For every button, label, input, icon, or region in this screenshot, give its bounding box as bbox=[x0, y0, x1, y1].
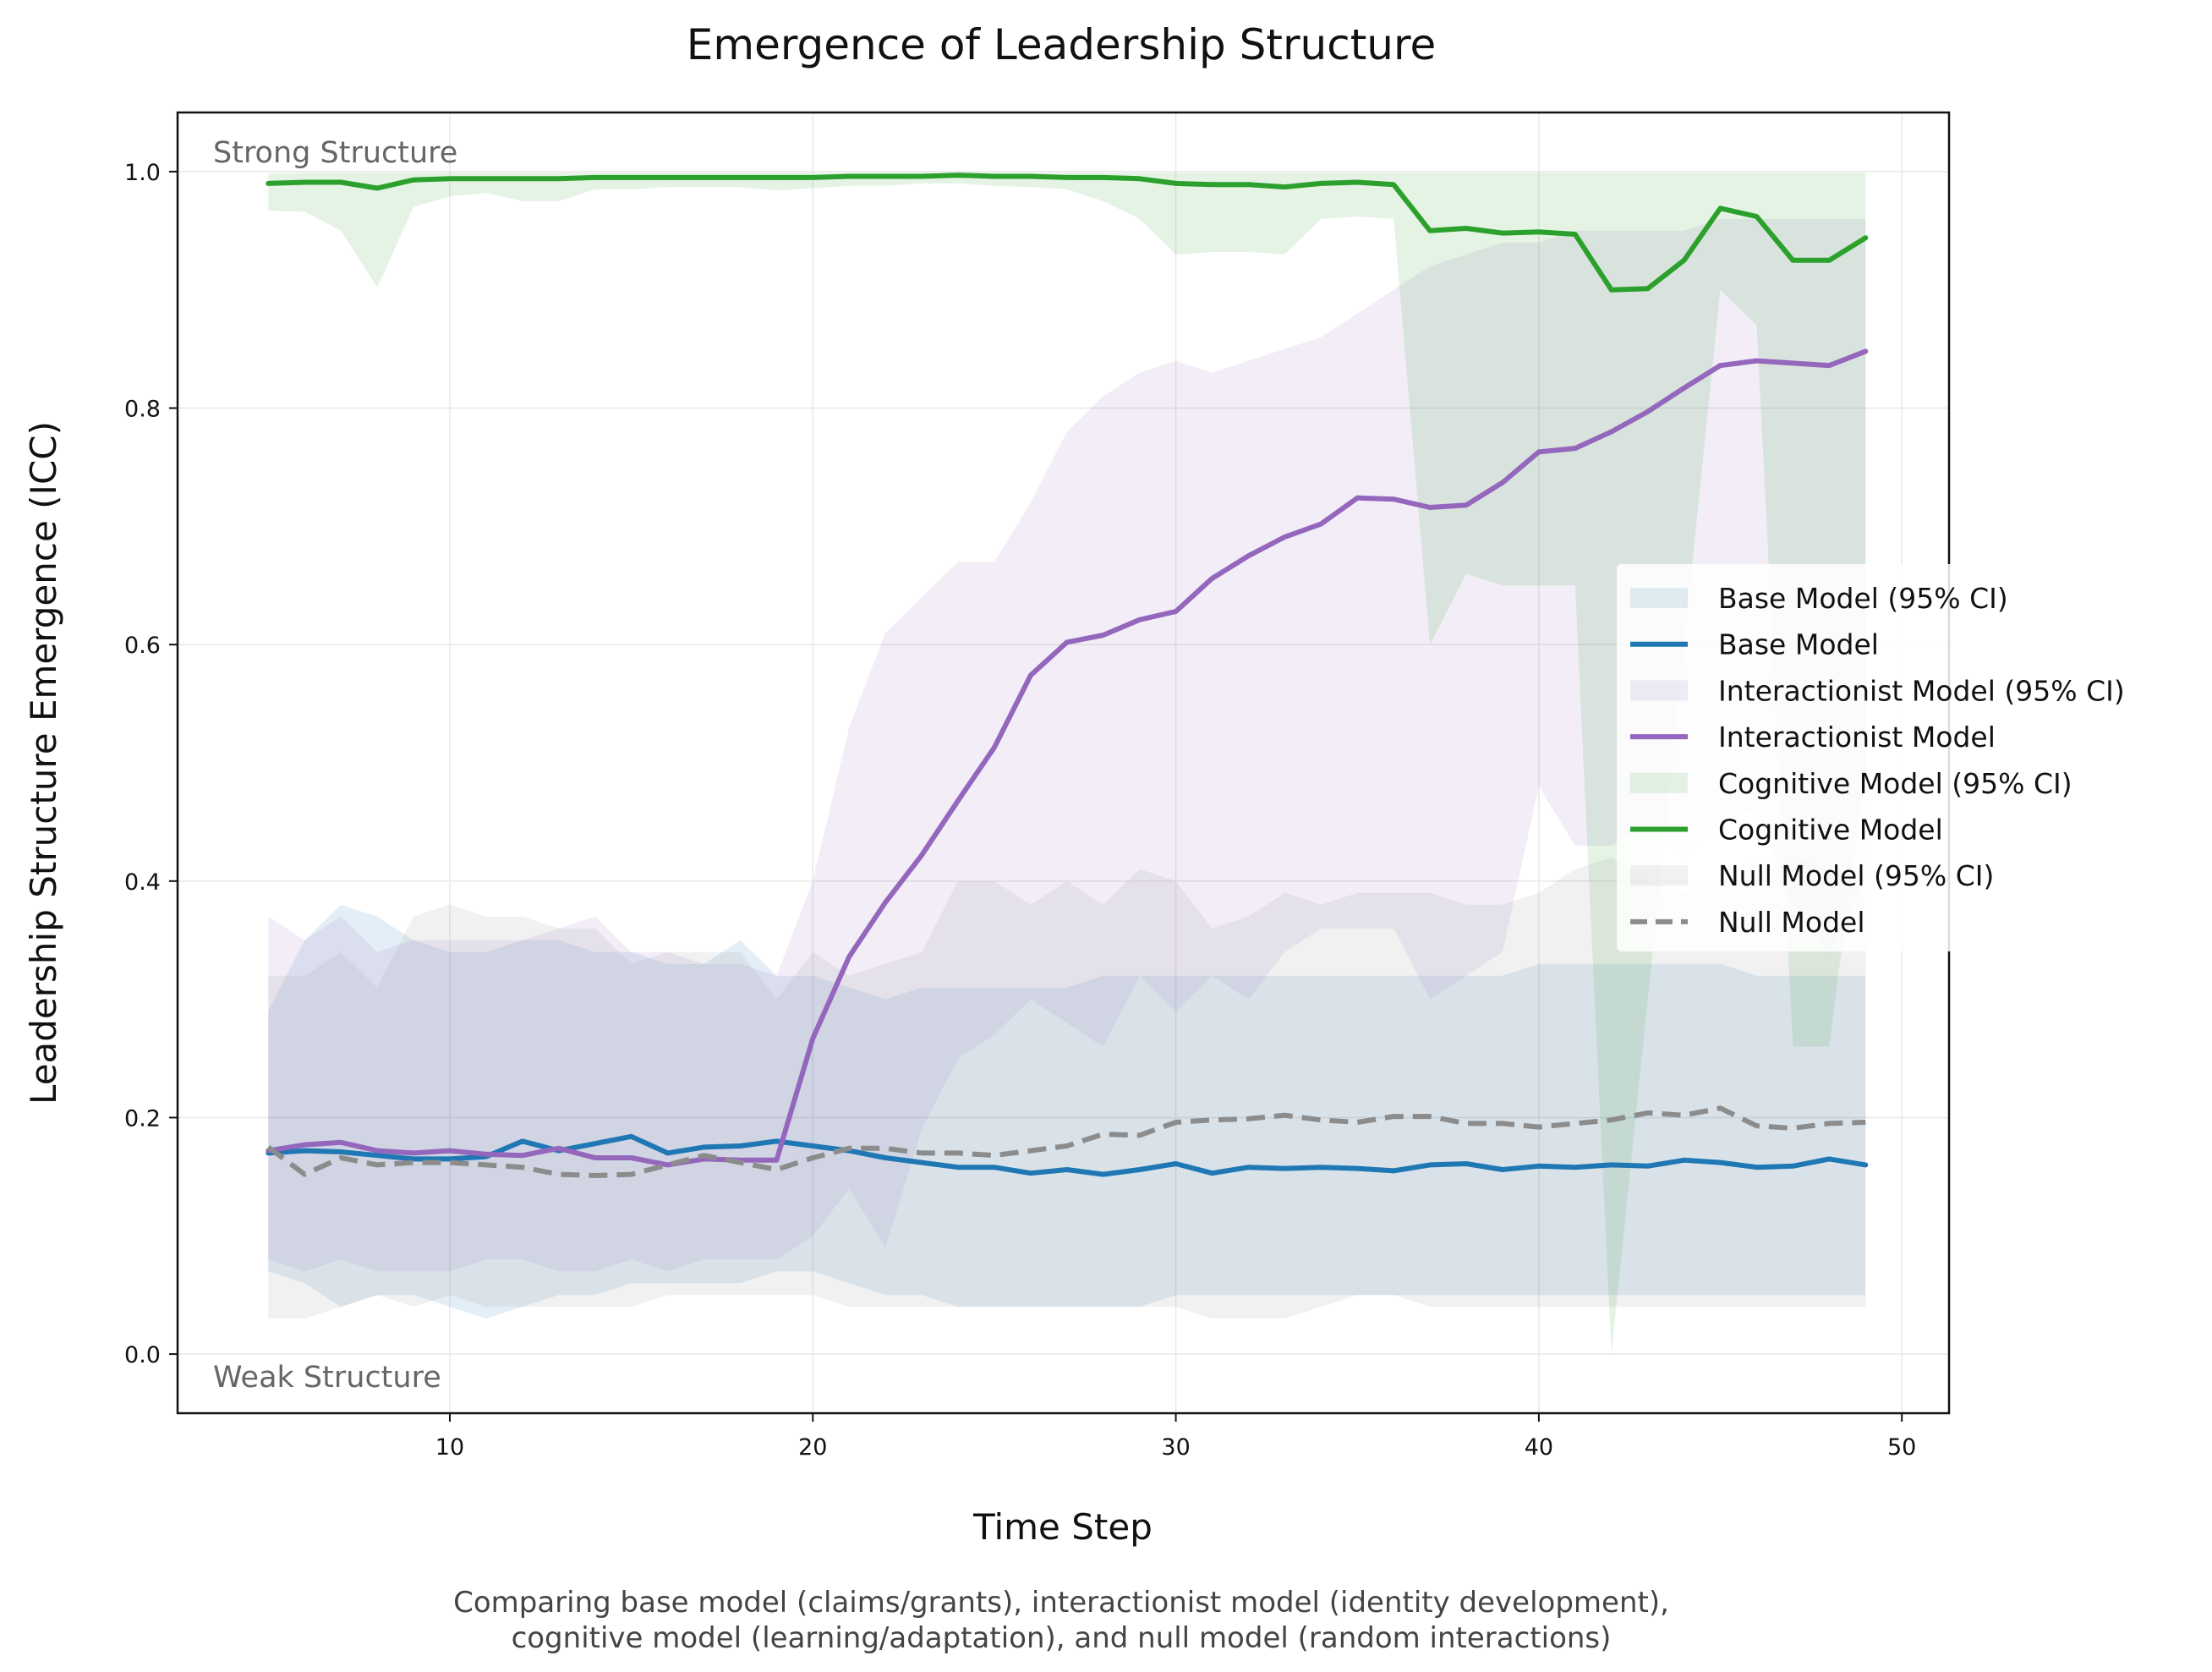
legend-label-interactionist-model-95-ci: Interactionist Model (95% CI) bbox=[1718, 674, 2125, 707]
legend-label-null-model: Null Model bbox=[1718, 906, 1865, 939]
y-axis-label: Leadership Structure Emergence (ICC) bbox=[23, 421, 64, 1105]
x-tick-label-20: 20 bbox=[798, 1434, 827, 1461]
annotation-strong-structure: Strong Structure bbox=[213, 136, 457, 170]
legend-label-null-model-95-ci: Null Model (95% CI) bbox=[1718, 859, 1994, 892]
caption-line-2: cognitive model (learning/adaptation), a… bbox=[512, 1621, 1612, 1655]
legend: Base Model (95% CI) Base Model Interaction… bbox=[1617, 564, 2175, 951]
series-lines bbox=[266, 173, 1869, 1178]
caption-line-1: Comparing base model (claims/grants), in… bbox=[453, 1586, 1669, 1620]
y-tick-label-0.4: 0.4 bbox=[124, 869, 161, 896]
base-model-line bbox=[266, 1133, 1869, 1177]
legend-swatch-cognitive-model-95-ci bbox=[1630, 772, 1688, 793]
x-tick-label-10: 10 bbox=[435, 1434, 464, 1461]
base-model-ci-band bbox=[268, 904, 1866, 1319]
x-tick-label-50: 50 bbox=[1887, 1434, 1916, 1461]
cognitive-model-line bbox=[266, 173, 1869, 293]
y-tick-label-0.8: 0.8 bbox=[124, 397, 161, 423]
legend-label-base-model: Base Model bbox=[1718, 628, 1879, 661]
interactionist-model-line bbox=[266, 348, 1869, 1168]
annotation-weak-structure: Weak Structure bbox=[213, 1361, 441, 1395]
null-model-line bbox=[266, 1105, 1866, 1178]
cognitive-model-ci-band bbox=[268, 173, 1866, 1355]
legend-swatch-interactionist-model-95-ci bbox=[1630, 680, 1688, 701]
legend-label-interactionist-model: Interactionist Model bbox=[1718, 721, 1996, 754]
x-axis-label: Time Step bbox=[972, 1506, 1153, 1548]
interactionist-model-ci-band bbox=[268, 218, 1866, 1272]
legend-label-cognitive-model-95-ci: Cognitive Model (95% CI) bbox=[1718, 767, 2072, 800]
y-tick-label-0.0: 0.0 bbox=[124, 1342, 161, 1368]
null-model-ci-band bbox=[268, 857, 1866, 1319]
y-tick-label-0.2: 0.2 bbox=[124, 1105, 161, 1132]
x-tick-label-40: 40 bbox=[1525, 1434, 1553, 1461]
legend-swatch-null-model-95-ci bbox=[1630, 865, 1688, 886]
chart-title: Emergence of Leadership Structure bbox=[687, 20, 1436, 69]
legend-box bbox=[1617, 564, 2175, 951]
x-tick-label-30: 30 bbox=[1161, 1434, 1190, 1461]
confidence-bands bbox=[268, 173, 1866, 1355]
legend-swatch-base-model-95-ci bbox=[1630, 588, 1688, 608]
legend-label-cognitive-model: Cognitive Model bbox=[1718, 814, 1943, 847]
y-axis-ticks: 0.0 0.2 0.4 0.6 0.8 1.0 bbox=[124, 160, 178, 1368]
y-tick-label-1.0: 1.0 bbox=[124, 160, 161, 186]
y-tick-label-0.6: 0.6 bbox=[124, 633, 161, 659]
x-axis-ticks: 10 20 30 40 50 bbox=[435, 1413, 1916, 1461]
legend-label-base-model-95-ci: Base Model (95% CI) bbox=[1718, 582, 2008, 615]
